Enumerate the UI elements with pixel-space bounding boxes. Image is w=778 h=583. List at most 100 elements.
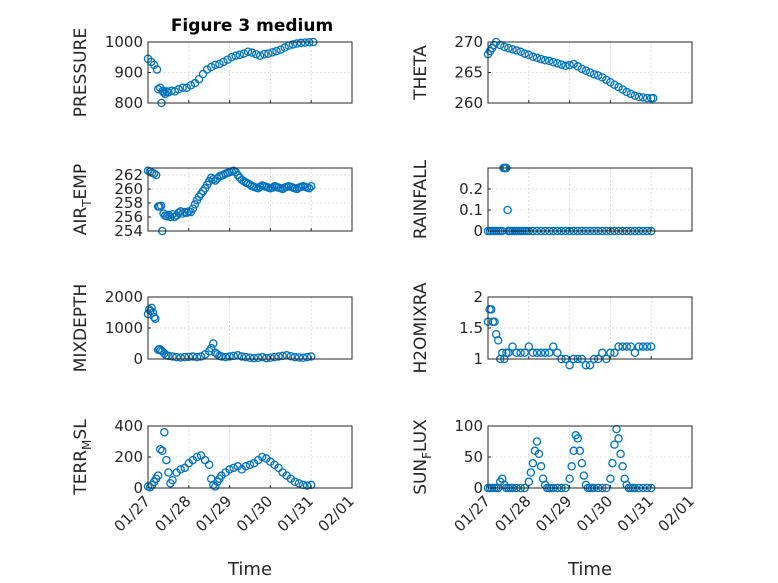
data-point [579, 471, 589, 480]
x-tick-label: 01/30 [573, 492, 616, 535]
data-point [581, 360, 591, 370]
x-tick-label: 02/01 [315, 492, 358, 535]
data-point [178, 83, 187, 93]
data-point [227, 53, 236, 62]
data-point [577, 458, 587, 468]
data-point [257, 352, 267, 362]
data-point [298, 353, 308, 363]
data-point [251, 49, 261, 59]
data-point [292, 39, 302, 48]
data-point [516, 47, 525, 57]
data-point [495, 40, 505, 50]
y-axis-label: SUNFLUX [411, 419, 434, 495]
data-point [618, 342, 627, 351]
data-point [176, 465, 185, 474]
data-point [490, 317, 499, 327]
data-point [589, 70, 599, 79]
data-point [211, 60, 220, 70]
data-point [540, 56, 550, 65]
data-point [231, 51, 240, 60]
data-point [532, 53, 542, 63]
data-point [306, 181, 316, 191]
data-point [504, 348, 513, 358]
data-point [174, 208, 183, 218]
data-point [192, 452, 202, 462]
data-point [549, 57, 558, 67]
data-point [557, 60, 566, 69]
axes-frame [487, 167, 693, 232]
data-point [585, 68, 595, 77]
plot-area [148, 168, 352, 231]
data-point [174, 85, 183, 94]
data-point [508, 45, 517, 54]
panel-pressure: 800 900 1000 PRESSURE [71, 28, 353, 117]
data-point [288, 40, 298, 49]
x-tick-label: 01/29 [532, 492, 575, 535]
data-point [188, 204, 198, 213]
y-tick-label: 1.5 [459, 319, 483, 337]
data-point [225, 465, 234, 474]
panel-sun_flux: 0 50 100 SUNFLUX 01/2701/2801/2901/3001/3102… [411, 417, 698, 580]
x-tick-label: 02/01 [655, 492, 698, 535]
data-point [268, 183, 277, 192]
y-axis-label: TERRMSL [71, 419, 94, 496]
data-point [520, 49, 529, 58]
data-point [528, 458, 538, 468]
y-tick-label: 262 [114, 166, 143, 184]
data-point [152, 65, 162, 74]
data-point [151, 170, 161, 180]
plot-area [148, 297, 352, 359]
data-point [182, 208, 192, 218]
y-tick-label: 50 [464, 448, 483, 466]
data-point [156, 201, 166, 211]
y-tick-label: 2 [473, 288, 483, 306]
data-point [257, 452, 267, 462]
data-point [237, 352, 247, 361]
panel-theta: 260 265 270 THETA [411, 33, 693, 112]
data-point [255, 51, 265, 60]
data-point [553, 59, 562, 68]
x-tick-label: 01/30 [233, 492, 276, 535]
data-point [648, 93, 658, 103]
data-point [614, 434, 623, 443]
data-point [245, 460, 255, 469]
data-point [149, 312, 159, 322]
data-point [160, 427, 169, 437]
data-point [524, 342, 534, 351]
data-point [176, 353, 185, 362]
data-point [211, 482, 220, 491]
data-point [206, 62, 216, 72]
data-point [168, 352, 177, 361]
data-point [536, 54, 546, 64]
data-point [646, 342, 656, 351]
data-point [225, 352, 234, 361]
data-point [614, 342, 623, 351]
axes-frame [147, 167, 353, 232]
data-point [268, 48, 277, 57]
data-point [294, 479, 304, 488]
data-point [622, 342, 631, 351]
data-point [553, 348, 562, 358]
data-point [217, 352, 226, 361]
data-point [204, 460, 214, 469]
y-tick-label: 258 [114, 194, 143, 212]
data-point [573, 434, 583, 443]
plot-area [488, 426, 692, 488]
data-point [194, 74, 204, 84]
plot-area [148, 42, 352, 103]
panel-mixdepth: 0 1000 2000 MIXDEPTH [71, 284, 353, 372]
plot-area [148, 426, 352, 488]
data-point [512, 348, 521, 358]
data-point [532, 348, 542, 358]
data-point [266, 353, 275, 363]
data-point [593, 71, 603, 80]
x-tick-label: 01/31 [274, 492, 317, 535]
data-point [638, 342, 648, 351]
data-point [158, 446, 167, 456]
data-point [630, 91, 640, 100]
data-point [575, 446, 585, 456]
y-tick-label: 254 [114, 222, 143, 240]
data-point [577, 64, 587, 74]
